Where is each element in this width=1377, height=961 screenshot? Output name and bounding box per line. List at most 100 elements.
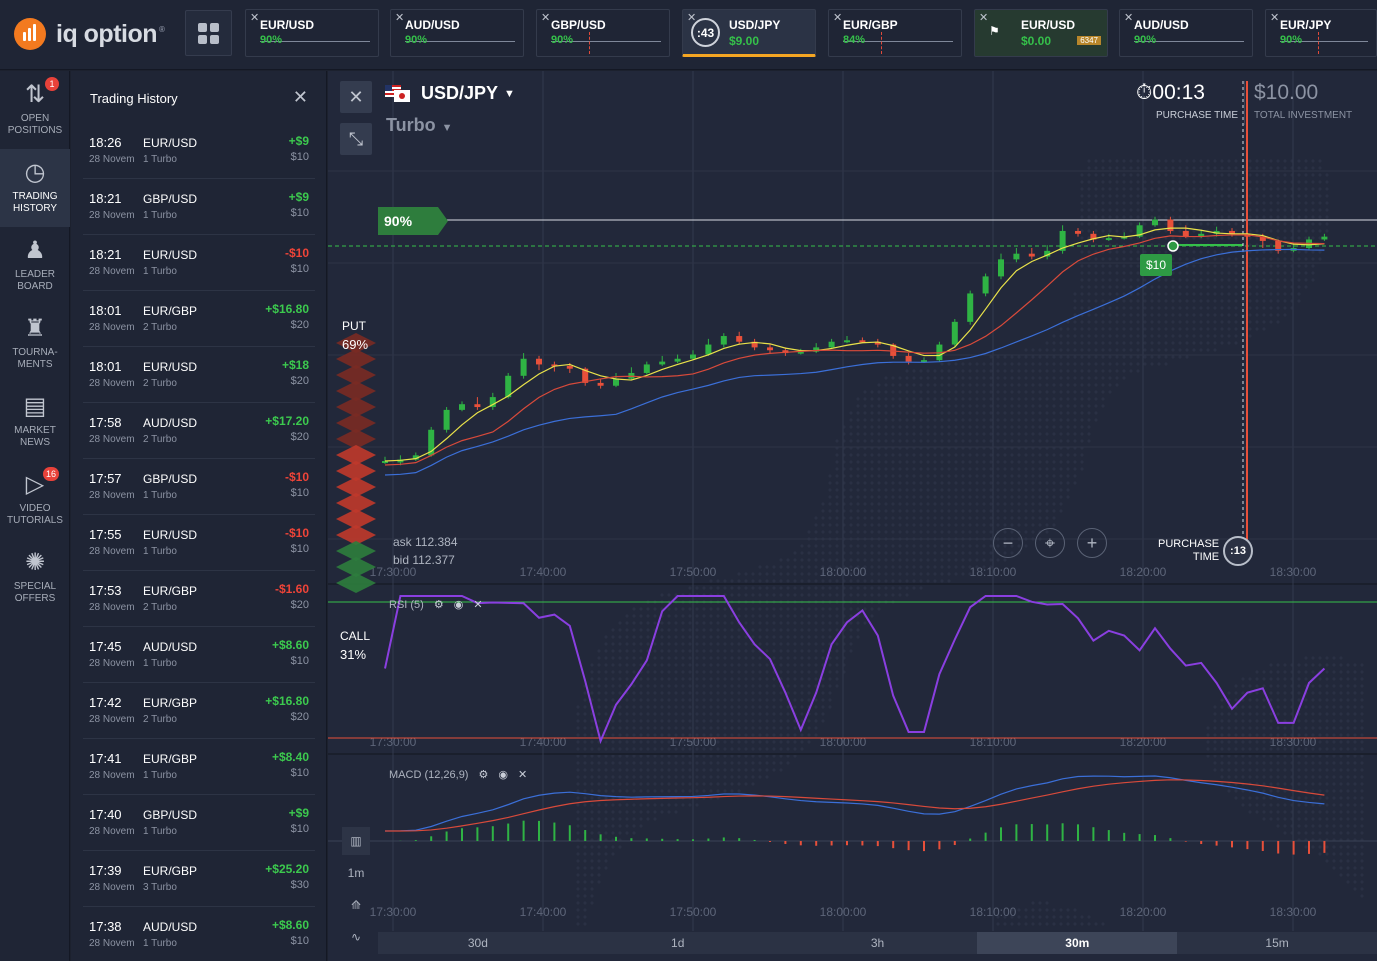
candle-body [536,358,542,365]
sentiment-chevron [336,493,376,513]
trade-pair: GBP/USD [143,808,198,822]
chart-type-icon[interactable]: ▥ [342,827,370,855]
sentiment-chevron [336,397,376,417]
zoom-out-button[interactable]: − [993,528,1023,558]
nav-open-positions[interactable]: ⇅ 1 OPEN POSITIONS [7,77,63,136]
multi-chart-grid-button[interactable] [185,10,232,56]
asset-tab-eurjpy[interactable]: ✕ EUR/JPY 90% [1265,9,1377,57]
candle-body [443,409,450,430]
option-type-selector[interactable]: Turbo ▼ [386,115,453,135]
history-row[interactable]: 17:39 EUR/GBP 28 Novem 3 Turbo +$25.20 $30 [83,851,315,907]
close-tab-icon[interactable]: ✕ [541,12,551,24]
nav-trading-history[interactable]: ◷ TRADING HISTORY [0,149,70,227]
trade-investment: $10 [290,263,309,275]
timeframe-15m[interactable]: 15m [1265,936,1289,950]
asset-tab-usdjpy-active[interactable]: ✕ :43 USD/JPY $9.00 [682,9,816,57]
close-icon[interactable]: ✕ [517,769,528,781]
gear-icon[interactable]: ⚙ [478,769,489,781]
history-row[interactable]: 17:40 GBP/USD 28 Novem 1 Turbo +$9 $10 [83,795,315,851]
close-icon[interactable]: ✕ [473,599,483,611]
candle-body [1152,219,1158,226]
history-row[interactable]: 17:55 EUR/USD 28 Novem 1 Turbo -$10 $10 [83,515,315,571]
asset-tab-eurusd[interactable]: ✕ EUR/USD 90% [245,9,379,57]
candle-body [520,358,527,376]
trade-investment: $10 [290,823,309,835]
trade-pair: EUR/GBP [143,696,198,710]
history-row[interactable]: 17:38 AUD/USD 28 Novem 1 Turbo +$8.60 $10 [83,907,315,961]
history-row[interactable]: 17:58 AUD/USD 28 Novem 2 Turbo +$17.20 $20 [83,403,315,459]
candle-body [474,404,481,408]
nav-video-tutorials[interactable]: ▷ 16 VIDEO TUTORIALS [7,467,63,526]
rsi-line [384,595,1326,745]
history-row[interactable]: 18:21 GBP/USD 28 Novem 1 Turbo +$9 $10 [83,179,315,235]
deal-entry-point [1167,240,1179,252]
candle-body [1167,219,1174,231]
timeframe-1d[interactable]: 1d [671,936,685,950]
history-row[interactable]: 18:26 EUR/USD 28 Novem 1 Turbo +$9 $10 [83,123,315,179]
deal-timer-icon: :43 [691,18,720,47]
trade-time: 17:40 [89,807,122,822]
close-tab-icon[interactable]: ✕ [1124,12,1134,24]
asset-tab-audusd[interactable]: ✕ AUD/USD 90% [390,9,524,57]
candle-body [982,276,989,294]
close-tab-icon[interactable]: ✕ [687,12,697,24]
trade-result: +$8.60 [271,918,309,932]
chart-area[interactable]: 17:30:00 17:30:00 17:30:00 17:40:00 17:40:00… [328,71,1377,961]
x-tick-label: 18:30:00 [1270,905,1317,919]
history-row[interactable]: 18:01 EUR/GBP 28 Novem 2 Turbo +$16.80 $20 [83,291,315,347]
collapse-icon[interactable]: ⤡ [340,123,372,155]
candle-size-button[interactable]: 1m [347,866,365,880]
trade-time: 17:53 [89,583,122,598]
history-row[interactable]: 17:41 EUR/GBP 28 Novem 1 Turbo +$8.40 $10 [83,739,315,795]
sentiment-chevron [336,429,376,449]
center-crosshair-button[interactable]: ⌖ [1035,528,1065,558]
zoom-in-button[interactable]: + [1077,528,1107,558]
ask-bid-readout: ask 112.384 bid 112.377 [393,535,458,567]
checkered-flag-icon: ⚑ [989,24,1000,38]
indicators-icon[interactable]: ∿ [350,930,362,944]
candle-body [874,341,881,345]
sentiment-chevron [336,557,376,577]
nav-special-offers[interactable]: ✺ SPECIAL OFFERS [13,549,57,604]
asset-tab-eurgbp[interactable]: ✕ EUR/GBP 84% [828,9,962,57]
timeframe-3h[interactable]: 3h [870,936,885,950]
nav-market-news[interactable]: ▤ MARKET NEWS [14,393,56,448]
trade-result: +$8.40 [271,750,309,764]
trade-pair: EUR/GBP [143,864,198,878]
close-icon[interactable]: ✕ [292,87,308,107]
history-row[interactable]: 17:53 EUR/GBP 28 Novem 2 Turbo -$1.60 $20 [83,571,315,627]
history-row[interactable]: 17:42 EUR/GBP 28 Novem 2 Turbo +$16.80 $20 [83,683,315,739]
asset-tab-audusd-2[interactable]: ✕ AUD/USD 90% [1119,9,1253,57]
history-row[interactable]: 18:01 EUR/USD 28 Novem 2 Turbo +$18 $20 [83,347,315,403]
close-tab-icon[interactable]: ✕ [1270,12,1280,24]
gear-icon[interactable]: ⚙ [433,599,444,611]
trade-time: 17:55 [89,527,122,542]
history-row[interactable]: 18:21 EUR/USD 28 Novem 1 Turbo -$10 $10 [83,235,315,291]
asset-tab-gbpusd[interactable]: ✕ GBP/USD 90% [536,9,670,57]
nav-leaderboard[interactable]: ♟ LEADER BOARD [14,237,55,292]
close-tab-icon[interactable]: ✕ [979,12,989,24]
x-tick-label: 18:20:00 [1120,565,1167,579]
trade-result: +$18 [281,358,309,372]
close-tab-icon[interactable]: ✕ [833,12,843,24]
timeframe-30d[interactable]: 30d [467,936,488,950]
close-chart-button[interactable]: ✕ [340,81,372,113]
brand-logo[interactable]: iq option ® [14,16,165,52]
logo-text: iq option ® [56,19,165,48]
drawing-tools-icon[interactable]: ⟰ [350,898,362,912]
close-tab-icon[interactable]: ✕ [395,12,405,24]
x-tick-label: 18:20:00 [1120,735,1167,749]
candle-body [859,340,866,343]
eye-icon[interactable]: ◉ [498,769,508,781]
close-tab-icon[interactable]: ✕ [250,12,260,24]
history-row[interactable]: 17:57 GBP/USD 28 Novem 1 Turbo -$10 $10 [83,459,315,515]
price-chart[interactable]: 17:30:00 17:30:00 17:30:00 17:40:00 17:40:00… [328,71,1377,961]
eye-icon[interactable]: ◉ [453,599,464,611]
nav-tournaments[interactable]: ♜ TOURNA- MENTS [12,315,58,370]
asset-selector[interactable]: USD/JPY ▼ [385,83,515,104]
asset-tab-eurusd-2[interactable]: ✕ ⚑ EUR/USD $0.00 6347 [974,9,1108,57]
history-row[interactable]: 17:45 AUD/USD 28 Novem 1 Turbo +$8.60 $10 [83,627,315,683]
trade-pair: AUD/USD [143,920,198,934]
timeframe-30m[interactable]: 30m [977,932,1178,954]
candle-body [566,365,573,369]
